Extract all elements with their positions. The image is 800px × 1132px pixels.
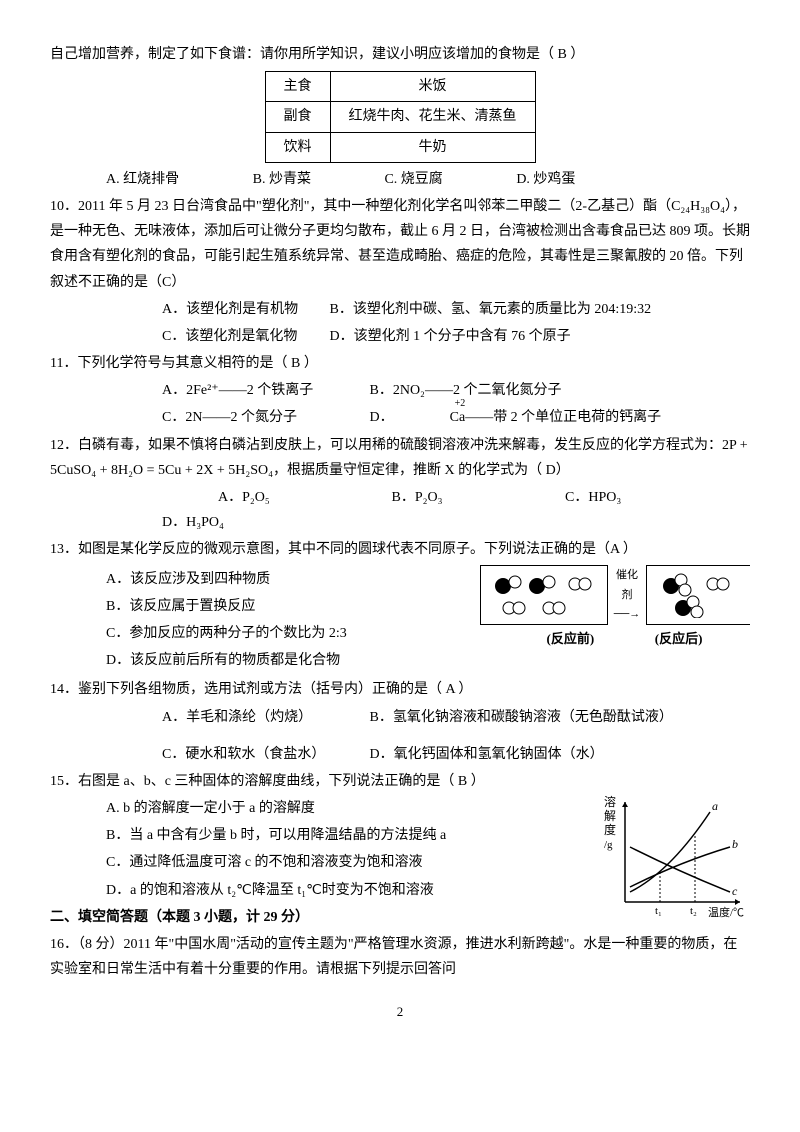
catalyst-label: 催化剂 — [614, 566, 641, 606]
option-a: A．P₂O₅ — [162, 485, 292, 510]
option-b: B．P₂O₃ — [336, 485, 466, 510]
ylabel: 溶 — [604, 794, 616, 809]
q15-stem: 15．右图是 a、b、c 三种固体的溶解度曲线，下列说法正确的是（ B ） — [50, 769, 750, 794]
cell: 副食 — [265, 102, 330, 132]
svg-text:t₁: t₁ — [655, 905, 662, 917]
cell: 牛奶 — [330, 132, 535, 162]
q14-stem: 14．鉴别下列各组物质，选用试剂或方法（括号内）正确的是（ A ） — [50, 677, 750, 702]
q11-row2: C．2N——2 个氮分子 D．Ca+2——带 2 个单位正电荷的钙离子 — [50, 405, 750, 430]
reaction-before-box — [480, 565, 608, 625]
opt-d-post: ——带 2 个单位正电荷的钙离子 — [465, 410, 661, 425]
q10-options-row2: C．该塑化剂是氧化物 D．该塑化剂 1 个分子中含有 76 个原子 — [50, 324, 750, 349]
option-c: C．该塑化剂是氧化物 — [106, 324, 326, 349]
option-a: A．该塑化剂是有机物 — [106, 297, 326, 322]
svg-text:b: b — [732, 837, 738, 851]
food-table: 主食 米饭 副食 红烧牛肉、花生米、清蒸鱼 饮料 牛奶 — [265, 71, 536, 163]
q13-d: D．该反应前后所有的物质都是化合物 — [50, 648, 470, 673]
q16: 16．（8 分）2011 年"中国水周"活动的宣传主题为"严格管理水资源，推进水… — [50, 932, 750, 982]
option-c: C．2N——2 个氮分子 — [106, 405, 366, 430]
q10-stem: 10．2011 年 5 月 23 日台湾食品中"塑化剂"，其中一种塑化剂化学名叫… — [50, 194, 750, 295]
q11-stem: 11．下列化学符号与其意义相符的是（ B ） — [50, 351, 750, 376]
q14-row2: C．硬水和软水（食盐水） D．氧化钙固体和氢氧化钠固体（水） — [50, 742, 750, 767]
table-row: 饮料 牛奶 — [265, 132, 535, 162]
cell: 饮料 — [265, 132, 330, 162]
svg-text:c: c — [732, 884, 738, 898]
option-a: A．羊毛和涤纶（灼烧） — [106, 705, 366, 730]
svg-text:解: 解 — [604, 809, 616, 823]
q10-options-row1: A．该塑化剂是有机物 B．该塑化剂中碳、氢、氧元素的质量比为 204:19:32 — [50, 297, 750, 322]
intro-text: 自己增加营养，制定了如下食谱：请你用所学知识，建议小明应该增加的食物是（ B ） — [50, 42, 750, 67]
table-row: 副食 红烧牛肉、花生米、清蒸鱼 — [265, 102, 535, 132]
option-d: D．H₃PO₄ — [106, 510, 224, 535]
svg-text:度: 度 — [604, 822, 616, 837]
ca-symbol: Ca+2 — [394, 405, 466, 430]
option-a: A. 红烧排骨 — [106, 167, 179, 192]
cell: 红烧牛肉、花生米、清蒸鱼 — [330, 102, 535, 132]
q9-options: A. 红烧排骨 B. 炒青菜 C. 烧豆腐 D. 炒鸡蛋 — [50, 167, 750, 192]
diagram-labels: (反应前) (反应后) — [484, 627, 750, 650]
option-d: D．该塑化剂 1 个分子中含有 76 个原子 — [330, 329, 571, 344]
option-a: A．2Fe²⁺——2 个铁离子 — [106, 378, 366, 403]
svg-text:t₂: t₂ — [690, 905, 697, 917]
table-row: 主食 米饭 — [265, 72, 535, 102]
cell: 主食 — [265, 72, 330, 102]
q12-stem: 12．白磷有毒，如果不慎将白磷沾到皮肤上，可以用稀的硫酸铜溶液冲洗来解毒，发生反… — [50, 433, 750, 483]
page-number: 2 — [50, 1000, 750, 1023]
option-b: B. 炒青菜 — [253, 167, 311, 192]
svg-text:a: a — [712, 799, 718, 813]
q13-b: B．该反应属于置换反应 — [50, 594, 470, 619]
option-d: D. 炒鸡蛋 — [516, 167, 575, 192]
section-heading: 二、填空简答题（本题 3 小题，计 29 分） — [50, 910, 309, 925]
option-d: D．氧化钙固体和氢氧化钠固体（水） — [370, 747, 604, 762]
option-c: C．HPO₃ — [509, 485, 639, 510]
q14-row1: A．羊毛和涤纶（灼烧） B．氢氧化钠溶液和碳酸钠溶液（无色酚酞试液） — [50, 705, 750, 730]
svg-text:温度/℃: 温度/℃ — [708, 905, 744, 919]
cell: 米饭 — [330, 72, 535, 102]
opt-d-pre: D． — [370, 410, 394, 425]
option-b: B．氢氧化钠溶液和碳酸钠溶液（无色酚酞试液） — [370, 710, 673, 725]
option-b: B．该塑化剂中碳、氢、氧元素的质量比为 204:19:32 — [330, 302, 652, 317]
q13-c: C．参加反应的两种分子的个数比为 2:3 — [50, 621, 470, 646]
q13-diagram: 催化剂 ──→ (反应前) (反应后) — [484, 565, 750, 650]
after-label: (反应后) — [634, 627, 724, 650]
q13-a: A．该反应涉及到四种物质 — [50, 567, 470, 592]
q15-solubility-chart: 溶 解 度 /g a b c t₁ t₂ 温度/℃ — [600, 792, 750, 931]
catalyst-arrow: 催化剂 ──→ — [614, 566, 641, 625]
option-c: C. 烧豆腐 — [384, 167, 442, 192]
option-c: C．硬水和软水（食盐水） — [106, 742, 366, 767]
q12-options: A．P₂O₅ B．P₂O₃ C．HPO₃ D．H₃PO₄ — [50, 485, 750, 535]
svg-text:/g: /g — [604, 839, 613, 851]
before-label: (反应前) — [510, 627, 630, 650]
option-d: D．Ca+2——带 2 个单位正电荷的钙离子 — [370, 410, 662, 425]
reaction-after-box — [646, 565, 750, 625]
q13-stem: 13．如图是某化学反应的微观示意图，其中不同的圆球代表不同原子。下列说法正确的是… — [50, 537, 750, 562]
